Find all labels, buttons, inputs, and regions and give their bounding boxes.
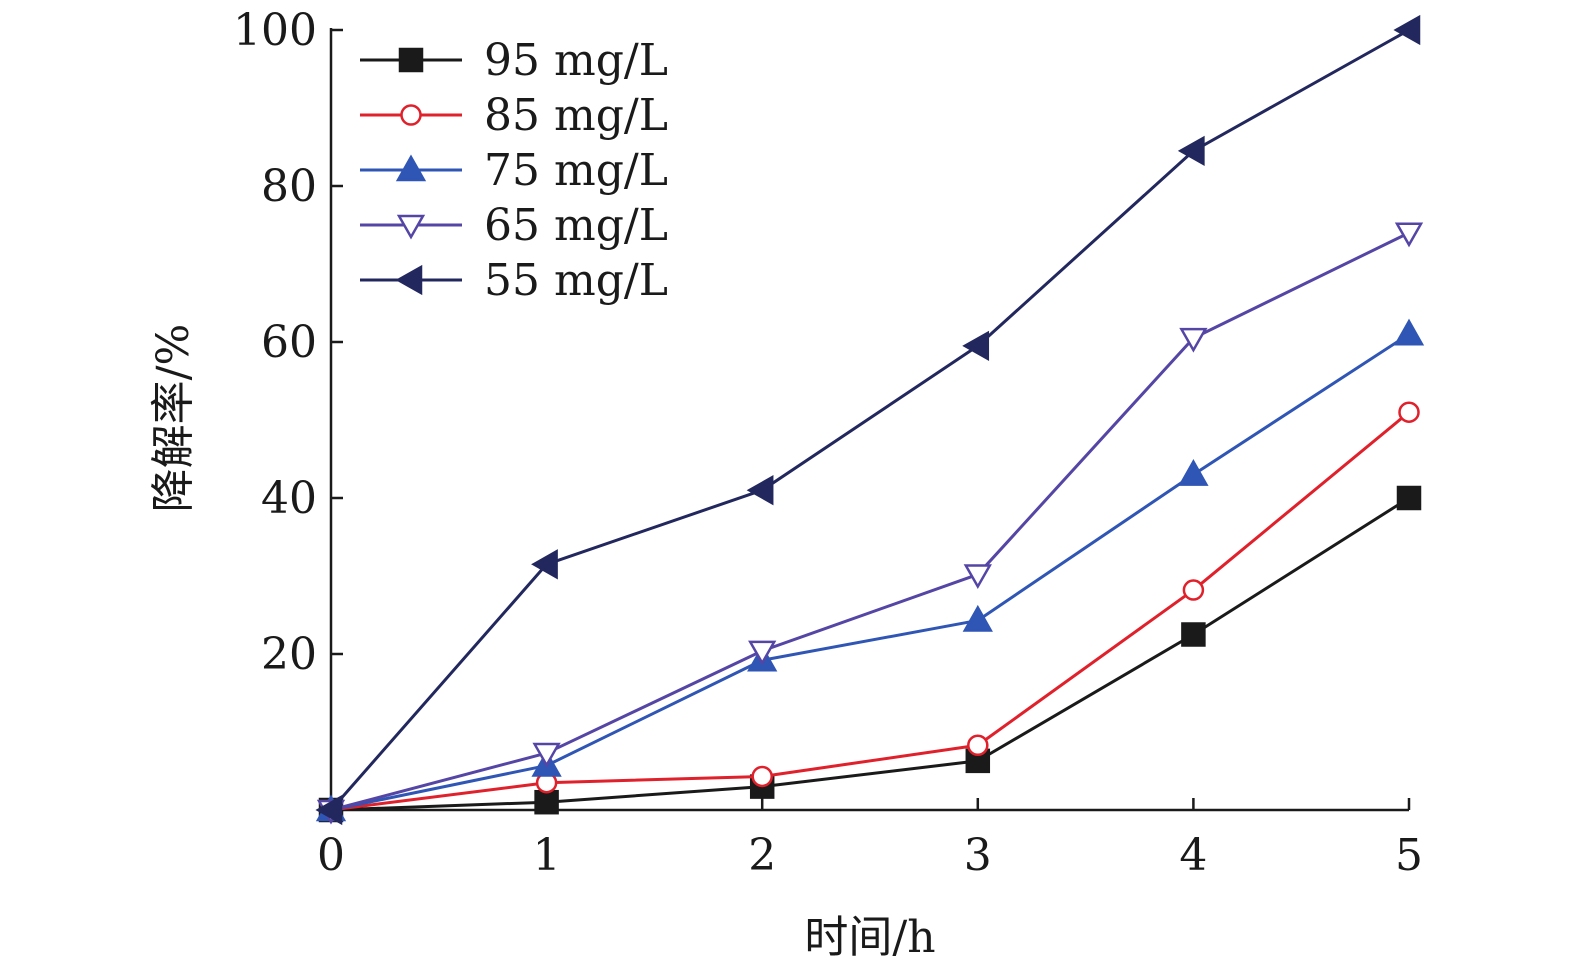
series-line: [330, 496, 1410, 812]
data-point: [1181, 622, 1206, 647]
series-3: [315, 318, 1425, 822]
data-point: [1178, 459, 1209, 486]
data-point: [1182, 579, 1205, 601]
series-line: [330, 231, 1410, 812]
legend-marker: [398, 47, 424, 73]
series-line: [329, 28, 1410, 811]
legend-item: 75 mg/L: [360, 145, 668, 196]
legend-label: 85 mg/L: [484, 90, 668, 141]
y-tick-label: 40: [261, 473, 317, 524]
y-tick-label: 20: [261, 629, 317, 680]
series-1: [318, 485, 1422, 823]
legend-item: 85 mg/L: [360, 90, 668, 141]
y-axis-title: 降解率/%: [148, 324, 199, 513]
legend-label: 65 mg/L: [484, 200, 668, 251]
x-tick-label: 0: [317, 830, 345, 881]
x-tick-label: 3: [964, 830, 992, 881]
data-point: [1394, 222, 1424, 248]
data-point: [967, 734, 989, 757]
y-tick-label: 100: [233, 5, 317, 56]
data-point: [746, 475, 774, 506]
y-tick-label: 80: [261, 161, 317, 212]
legend-item: 95 mg/L: [360, 35, 668, 86]
data-point: [751, 765, 773, 788]
data-point: [534, 789, 559, 815]
y-tick-label: 60: [261, 317, 317, 368]
legend-label: 95 mg/L: [484, 35, 668, 86]
data-point: [1393, 14, 1421, 46]
x-tick-label: 4: [1179, 830, 1207, 881]
series-line: [330, 411, 1410, 812]
data-point: [963, 564, 992, 589]
series-layer: [315, 14, 1425, 826]
data-point: [1398, 401, 1420, 423]
legend-marker: [395, 154, 427, 182]
legend-marker: [396, 214, 426, 240]
series-4: [316, 222, 1424, 825]
x-tick-label: 1: [533, 830, 561, 881]
data-point: [748, 640, 777, 666]
data-point: [532, 742, 561, 768]
legend-item: 65 mg/L: [360, 200, 668, 251]
data-point: [1396, 485, 1422, 511]
data-point: [315, 794, 343, 826]
x-tick-label: 2: [748, 830, 776, 881]
series-5: [315, 14, 1421, 826]
data-point: [962, 604, 993, 632]
legend-label: 75 mg/L: [484, 145, 668, 196]
series-line: [330, 332, 1410, 812]
data-point: [962, 330, 990, 362]
legend-label: 55 mg/L: [484, 255, 668, 306]
data-point: [1393, 318, 1425, 346]
legend-item: 55 mg/L: [360, 255, 668, 306]
x-axis-title: 时间/h: [804, 912, 935, 963]
legend: 95 mg/L85 mg/L75 mg/L65 mg/L55 mg/L: [360, 35, 668, 306]
data-point: [531, 549, 558, 580]
data-point: [1177, 135, 1205, 167]
legend-marker: [400, 104, 422, 126]
legend-marker: [395, 264, 423, 296]
data-point: [1179, 327, 1208, 353]
x-tick-label: 5: [1395, 830, 1423, 881]
series-2: [320, 401, 1420, 821]
